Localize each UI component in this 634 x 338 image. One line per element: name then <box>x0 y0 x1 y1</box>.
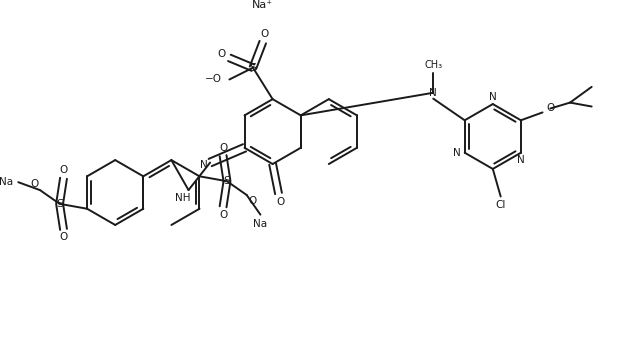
Text: Na: Na <box>254 219 268 230</box>
Text: NH: NH <box>175 193 190 203</box>
Text: O: O <box>60 165 68 175</box>
Text: O: O <box>547 103 555 114</box>
Text: O: O <box>219 210 227 220</box>
Text: CH₃: CH₃ <box>424 60 443 70</box>
Text: O: O <box>276 197 285 207</box>
Text: −O: −O <box>205 74 221 84</box>
Text: S: S <box>249 63 257 73</box>
Text: N: N <box>200 160 208 170</box>
Text: N: N <box>429 88 437 98</box>
Text: N: N <box>517 154 525 165</box>
Text: O: O <box>261 29 269 39</box>
Text: Na: Na <box>0 177 13 187</box>
Text: O: O <box>30 179 38 189</box>
Text: O: O <box>60 232 68 242</box>
Text: Cl: Cl <box>496 200 506 210</box>
Text: S: S <box>56 199 63 209</box>
Text: S: S <box>223 176 231 186</box>
Text: O: O <box>219 143 227 153</box>
Text: N: N <box>489 92 496 102</box>
Text: O: O <box>217 49 226 59</box>
Text: N: N <box>453 148 461 158</box>
Text: Na⁺: Na⁺ <box>252 0 273 10</box>
Text: O: O <box>249 196 257 206</box>
